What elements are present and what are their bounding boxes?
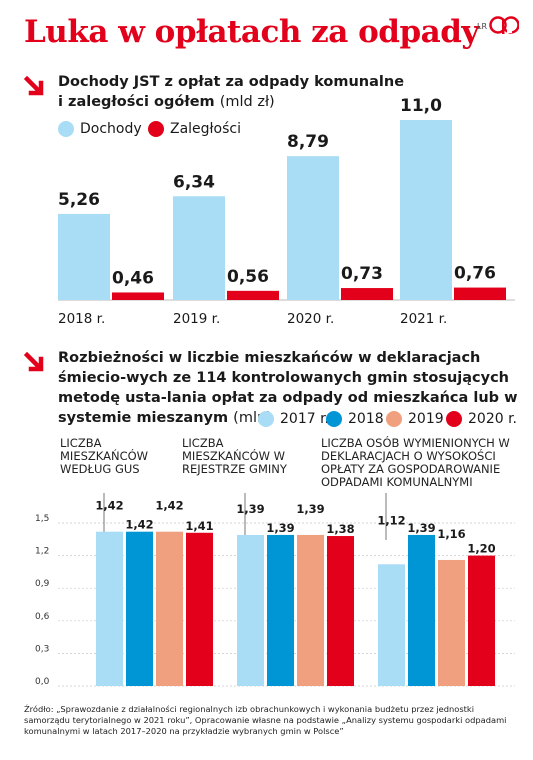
chart1-value-label: 0,76	[454, 264, 496, 284]
chart2-heading-text: Rozbieżności w liczbie mieszkańców w dek…	[58, 350, 518, 426]
chart2-y-tick-label: 0,3	[35, 644, 49, 654]
chart1-bar	[341, 288, 393, 300]
chart2-value-label: 1,39	[236, 502, 264, 516]
chart2-value-label: 1,39	[407, 521, 435, 535]
chart2-bar	[408, 534, 435, 686]
legend-swatch	[446, 411, 462, 427]
chart2-value-label: 1,41	[185, 519, 213, 533]
chart1-value-label: 0,73	[341, 264, 383, 284]
legend-label: 2019 r.	[408, 411, 457, 427]
chart2-value-label: 1,16	[437, 527, 465, 541]
legend-swatch	[386, 411, 402, 427]
legend-swatch	[148, 121, 164, 137]
chart2-bar	[126, 531, 153, 686]
legend-swatch	[58, 121, 74, 137]
chart1-bar	[227, 290, 279, 300]
chart2-value-label: 1,42	[125, 518, 153, 532]
chart1-x-tick-label: 2019 r.	[173, 311, 220, 327]
cp-logo	[489, 16, 519, 34]
chart1-x-tick-label: 2021 r.	[400, 311, 447, 327]
legend-label: 2018 r.	[348, 411, 397, 427]
chart1-value-label: 6,34	[173, 172, 215, 192]
chart1-x-tick-label: 2020 r.	[287, 311, 334, 327]
chart2-y-tick-label: 0,6	[35, 612, 50, 622]
chart2-bar	[378, 564, 405, 686]
chart2-value-label: 1,42	[155, 499, 183, 513]
chart2-bar	[237, 534, 264, 686]
chart2-legend-item: 2018 r.	[326, 411, 397, 427]
chart2-legend-item: 2019 r.	[386, 411, 457, 427]
chart2-bar	[468, 555, 495, 686]
chart2-bar	[327, 536, 354, 686]
legend-label: 2020 r.	[468, 411, 517, 427]
chart2-y-tick-label: 1,5	[35, 514, 49, 524]
chart2-y-tick-label: 1,2	[35, 547, 49, 557]
chart1-bar	[400, 120, 452, 300]
chart2-legend-item: 2017 r.	[258, 411, 329, 427]
chart2-y-tick-label: 0,0	[35, 677, 50, 687]
chart1-value-label: 0,46	[112, 268, 154, 288]
group-label-register: Liczba mieszkańców w rejestrze gminy	[182, 436, 287, 476]
chart2-y-tick-label: 0,9	[35, 579, 50, 589]
chart1-heading-line2: i zaległości ogółem	[58, 94, 215, 110]
legend-swatch	[258, 411, 274, 427]
chart1-legend-item: Zaległości	[148, 121, 241, 137]
legend-swatch	[326, 411, 342, 427]
chart1-x-tick-label: 2018 r.	[58, 311, 105, 327]
group-label-declarations: Liczba osób wymienionych w deklaracjach …	[321, 436, 510, 489]
chart1-value-label: 5,26	[58, 190, 100, 210]
chart2-bar	[96, 531, 123, 686]
chart1-bar	[454, 287, 506, 300]
chart1-value-label: 11,0	[400, 96, 442, 116]
chart1-unit: (mld zł)	[219, 94, 275, 110]
legend-label: 2017 r.	[280, 411, 329, 427]
chart1-value-label: 8,79	[287, 132, 329, 152]
arrow-icon	[24, 76, 44, 96]
chart1-heading: Dochody JST z opłat za odpady komunalne …	[58, 72, 498, 112]
source-note: Źródło: „Sprawozdanie z działalności reg…	[24, 704, 507, 736]
chart2-bar	[297, 534, 324, 686]
legend-label: Dochody	[80, 121, 142, 137]
chart1-bar	[58, 213, 110, 300]
credit-label: LR	[477, 22, 488, 31]
chart2-bar	[156, 531, 183, 686]
chart2-value-label: 1,39	[266, 521, 294, 535]
chart2-bar	[438, 559, 465, 686]
group-label-gus: Liczba mieszkańców według GUS	[60, 436, 149, 476]
chart1-heading-line1: Dochody JST z opłat za odpady komunalne	[58, 74, 405, 90]
chart2-bar	[186, 532, 213, 686]
chart2-value-label: 1,39	[296, 502, 324, 516]
chart1-bar	[287, 156, 339, 300]
chart2-value-label: 1,38	[326, 522, 354, 536]
chart2-legend-item: 2020 r.	[446, 411, 517, 427]
chart2-heading: Rozbieżności w liczbie mieszkańców w dek…	[58, 348, 518, 428]
legend-label: Zaległości	[170, 121, 241, 137]
chart1-value-label: 0,56	[227, 267, 269, 287]
chart2-value-label: 1,20	[467, 542, 495, 556]
chart2-value-label: 1,42	[95, 499, 123, 513]
chart1-legend-item: Dochody	[58, 121, 142, 137]
chart1-bar	[112, 292, 164, 300]
arrow-icon	[24, 352, 44, 372]
chart1-bar	[173, 196, 225, 300]
chart2-value-label: 1,12	[377, 513, 405, 527]
page-title: Luka w opłatach za odpady	[24, 14, 479, 50]
chart2-bar	[267, 534, 294, 686]
